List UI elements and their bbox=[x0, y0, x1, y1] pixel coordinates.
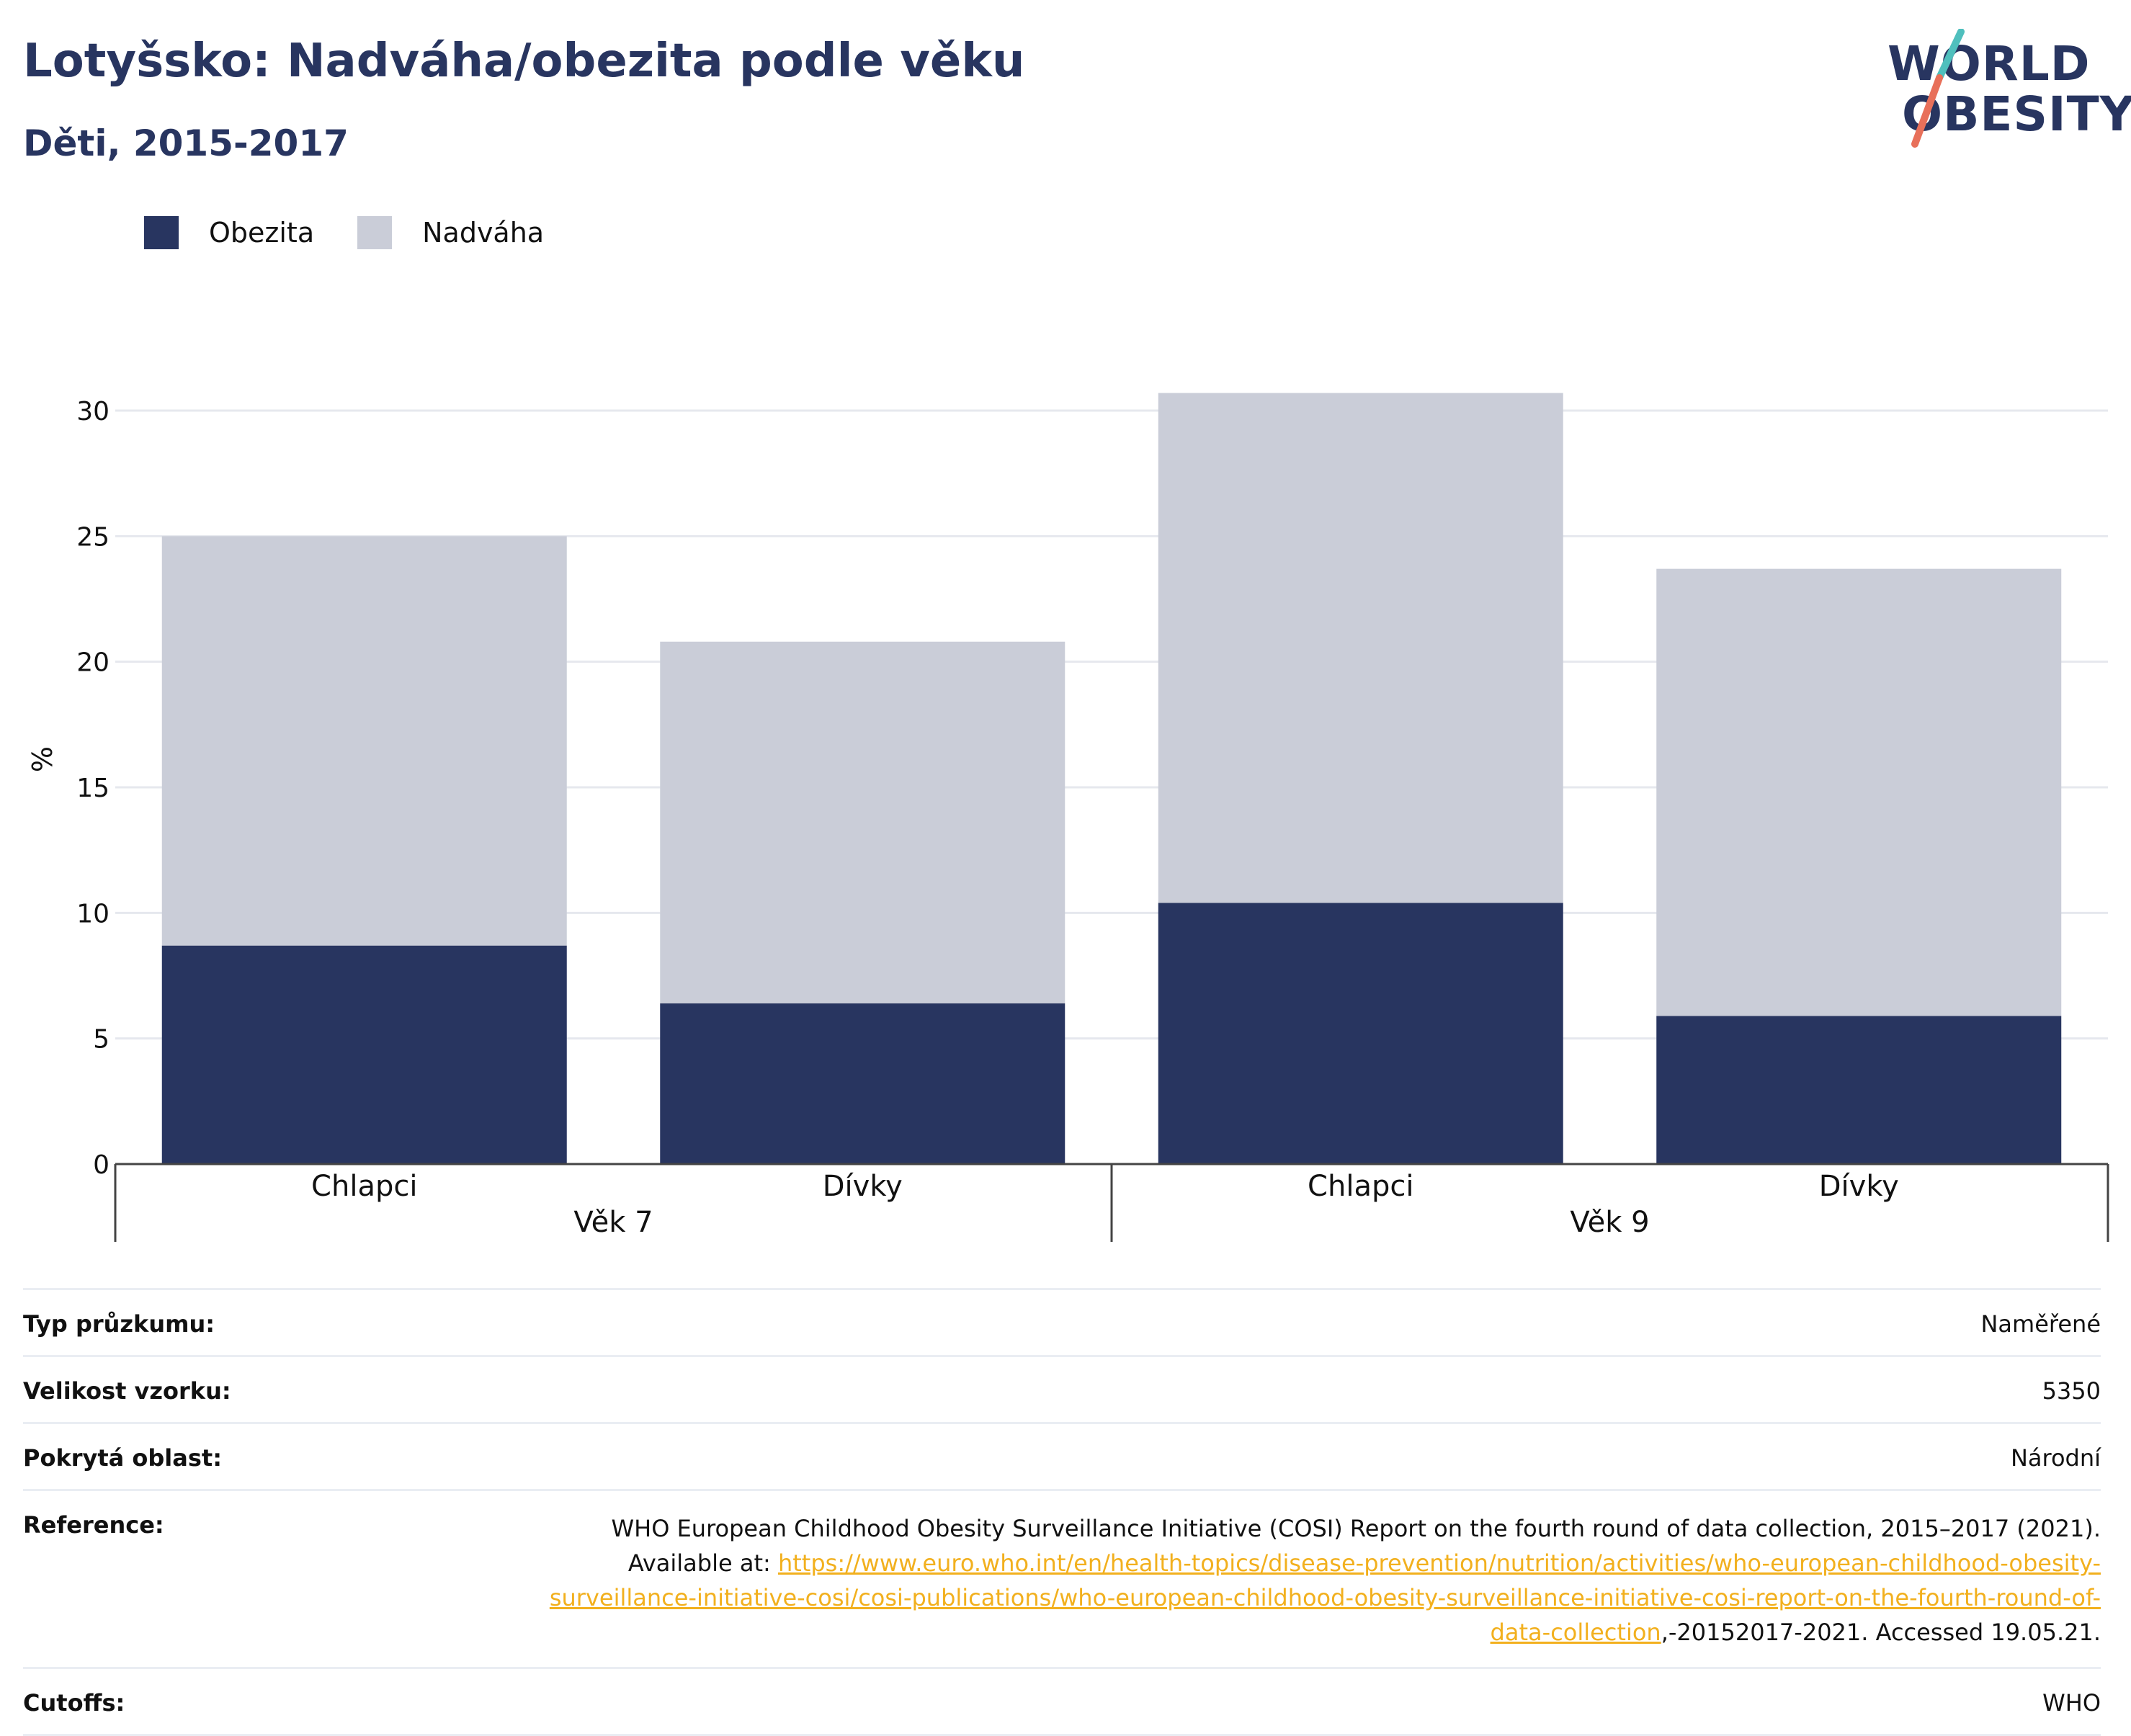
legend-swatch-obezita bbox=[144, 216, 179, 249]
cutoffs-value: WHO bbox=[2042, 1689, 2101, 1717]
survey-type-label: Typ průzkumu: bbox=[23, 1310, 215, 1338]
reference-value: WHO European Childhood Obesity Surveilla… bbox=[530, 1511, 2101, 1650]
sample-size-label: Velikost vzorku: bbox=[23, 1377, 231, 1405]
reference-label: Reference: bbox=[23, 1511, 164, 1539]
survey-info-table: Typ průzkumu: Naměřené Velikost vzorku: … bbox=[23, 1288, 2101, 1736]
chart-legend: Obezita Nadváha bbox=[144, 216, 587, 249]
y-tick-label: 25 bbox=[76, 522, 110, 552]
page-title: Lotyšsko: Nadváha/obezita podle věku bbox=[23, 35, 1025, 88]
legend-swatch-nadvaha bbox=[357, 216, 393, 249]
x-tick-label: Chlapci bbox=[1308, 1170, 1413, 1203]
x-tick-label: Chlapci bbox=[311, 1170, 417, 1203]
bar-obezita bbox=[1656, 1016, 2062, 1164]
y-tick-label: 10 bbox=[76, 899, 110, 929]
bar-nadvaha bbox=[1656, 568, 2062, 1016]
page-subtitle: Děti, 2015-2017 bbox=[23, 122, 349, 164]
coverage-row: Pokrytá oblast: Národní bbox=[23, 1422, 2101, 1489]
x-tick-label: Dívky bbox=[1819, 1170, 1899, 1203]
legend-item-obezita: Obezita bbox=[144, 216, 314, 249]
reference-text: WHO European Childhood Obesity Surveilla… bbox=[611, 1515, 2101, 1577]
survey-type-row: Typ průzkumu: Naměřené bbox=[23, 1288, 2101, 1355]
logo-word-2: OBESITY bbox=[1902, 86, 2131, 142]
y-tick-label: 20 bbox=[76, 648, 110, 678]
legend-label-obezita: Obezita bbox=[209, 217, 315, 249]
stacked-bar-chart: 0 5 10 15 20 25 30% Chlapci Dívky Chlapci Dívky Věk… bbox=[27, 393, 2109, 1242]
bar-obezita bbox=[1158, 903, 1563, 1164]
legend-item-nadvaha: Nadváha bbox=[357, 216, 544, 249]
bar-nadvaha bbox=[161, 536, 567, 946]
y-axis-label: % bbox=[27, 746, 58, 772]
y-tick-label: 30 bbox=[76, 397, 110, 426]
coverage-value: Národní bbox=[2010, 1444, 2101, 1472]
logo-word-1: WORLD bbox=[1887, 36, 2091, 91]
bar-obezita bbox=[161, 945, 567, 1164]
world-obesity-logo: WORLD OBESITY bbox=[1880, 29, 2131, 151]
logo-slash-icon bbox=[1911, 29, 1965, 148]
y-tick-label: 0 bbox=[93, 1150, 110, 1180]
reference-row: Reference: WHO European Childhood Obesit… bbox=[23, 1489, 2101, 1667]
bar-obezita bbox=[660, 1003, 1066, 1164]
bar-nadvaha bbox=[1158, 393, 1563, 903]
x-tick-label: Dívky bbox=[823, 1170, 903, 1203]
group-label: Věk 9 bbox=[1570, 1206, 1649, 1239]
cutoffs-row: Cutoffs: WHO bbox=[23, 1667, 2101, 1736]
reference-link[interactable]: https://www.euro.who.int/en/health-topic… bbox=[549, 1549, 2101, 1646]
y-tick-label: 5 bbox=[93, 1025, 110, 1055]
sample-size-row: Velikost vzorku: 5350 bbox=[23, 1355, 2101, 1422]
bar-nadvaha bbox=[660, 641, 1066, 1003]
legend-label-nadvaha: Nadváha bbox=[422, 217, 545, 249]
survey-type-value: Naměřené bbox=[1980, 1310, 2101, 1338]
sample-size-value: 5350 bbox=[2042, 1377, 2101, 1405]
group-label: Věk 7 bbox=[573, 1206, 653, 1239]
coverage-label: Pokrytá oblast: bbox=[23, 1444, 222, 1472]
y-tick-label: 15 bbox=[76, 774, 110, 803]
reference-accessed: ,-20152017-2021. Accessed 19.05.21. bbox=[1661, 1619, 2101, 1646]
cutoffs-label: Cutoffs: bbox=[23, 1689, 125, 1717]
